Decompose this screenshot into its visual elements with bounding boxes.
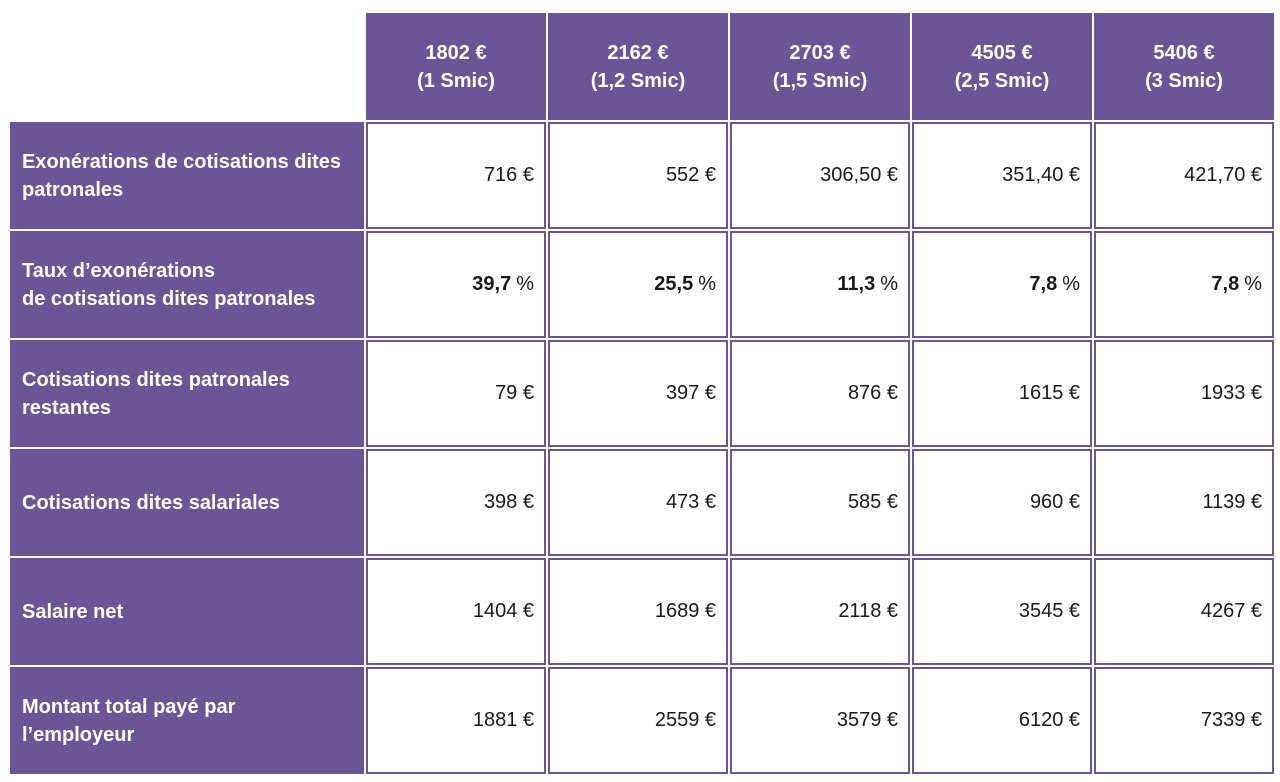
table-cell: 4267 €	[1094, 558, 1274, 665]
table-cell: 1139 €	[1094, 449, 1274, 556]
table-cell: 351,40 €	[912, 122, 1092, 229]
rate-value: 39,7	[472, 273, 512, 295]
rate-unit: %	[698, 273, 716, 295]
table-cell: 11,3%	[730, 231, 910, 338]
column-header: 4505 € (2,5 Smic)	[912, 13, 1092, 120]
table-cell: 1404 €	[366, 558, 546, 665]
rate-unit: %	[1244, 273, 1262, 295]
column-header: 1802 € (1 Smic)	[366, 13, 546, 120]
table-cell: 6120 €	[912, 667, 1092, 774]
table-cell: 79 €	[366, 340, 546, 447]
table-cell: 585 €	[730, 449, 910, 556]
table-cell: 876 €	[730, 340, 910, 447]
table-cell: 1933 €	[1094, 340, 1274, 447]
rate-unit: %	[1062, 273, 1080, 295]
rate-unit: %	[880, 273, 898, 295]
table-cell: 39,7%	[366, 231, 546, 338]
table-cell: 2559 €	[548, 667, 728, 774]
rate-value: 11,3	[837, 273, 876, 295]
table-cell: 306,50 €	[730, 122, 910, 229]
table-corner	[10, 13, 364, 120]
table-cell: 397 €	[548, 340, 728, 447]
column-amount: 1802 €	[425, 41, 487, 64]
table-cell: 421,70 €	[1094, 122, 1274, 229]
column-smic: (1,5 Smic)	[772, 69, 868, 92]
table-cell: 7,8%	[1094, 231, 1274, 338]
column-header: 2703 € (1,5 Smic)	[730, 13, 910, 120]
table-cell: 960 €	[912, 449, 1092, 556]
table-cell: 7339 €	[1094, 667, 1274, 774]
rate-value: 7,8	[1029, 273, 1058, 295]
row-label: Cotisations dites patronales restantes	[10, 340, 364, 447]
row-label: Exonérations de cotisations dites patron…	[10, 122, 364, 229]
rate-unit: %	[516, 273, 534, 295]
table-cell: 3545 €	[912, 558, 1092, 665]
table-cell: 2118 €	[730, 558, 910, 665]
table-cell: 3579 €	[730, 667, 910, 774]
table-cell: 473 €	[548, 449, 728, 556]
column-header: 5406 € (3 Smic)	[1094, 13, 1274, 120]
table-cell: 1615 €	[912, 340, 1092, 447]
column-smic: (2,5 Smic)	[954, 69, 1050, 92]
column-smic: (1,2 Smic)	[590, 69, 686, 92]
column-smic: (1 Smic)	[417, 69, 495, 92]
column-amount: 2703 €	[789, 41, 851, 64]
row-label: Taux d’exonérations de cotisations dites…	[10, 231, 364, 338]
row-label: Montant total payé par l’employeur	[10, 667, 364, 774]
row-label: Cotisations dites salariales	[10, 449, 364, 556]
column-header: 2162 € (1,2 Smic)	[548, 13, 728, 120]
column-amount: 5406 €	[1153, 41, 1215, 64]
table-cell: 1881 €	[366, 667, 546, 774]
row-label: Salaire net	[10, 558, 364, 665]
table-cell: 398 €	[366, 449, 546, 556]
column-amount: 4505 €	[971, 41, 1033, 64]
table-cell: 716 €	[366, 122, 546, 229]
table-cell: 7,8%	[912, 231, 1092, 338]
table-cell: 1689 €	[548, 558, 728, 665]
salary-table: 1802 € (1 Smic) 2162 € (1,2 Smic) 2703 €…	[10, 13, 1274, 774]
table-cell: 25,5%	[548, 231, 728, 338]
table-cell: 552 €	[548, 122, 728, 229]
rate-value: 7,8	[1211, 273, 1240, 295]
rate-value: 25,5	[654, 273, 694, 295]
column-smic: (3 Smic)	[1145, 69, 1223, 92]
column-amount: 2162 €	[607, 41, 669, 64]
